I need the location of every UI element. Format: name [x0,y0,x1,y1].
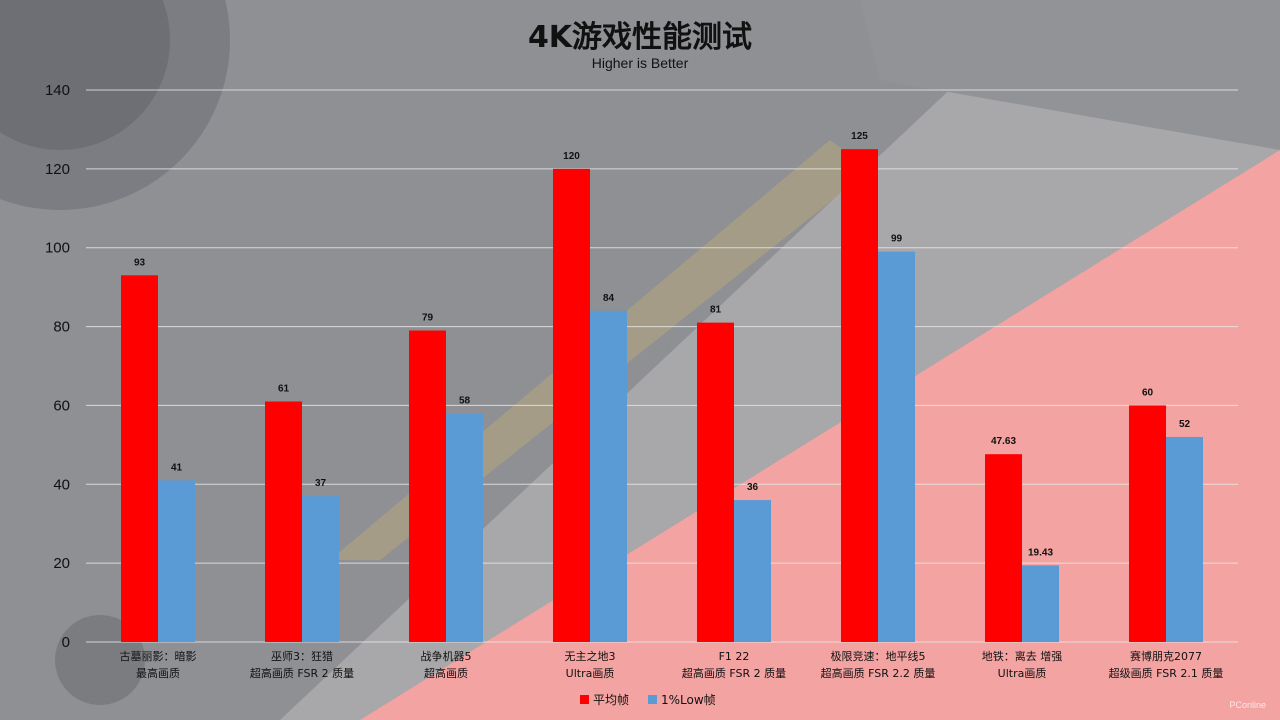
bar-1pct-low [446,413,483,642]
data-label: 120 [563,151,580,162]
chart-subtitle: Higher is Better [591,55,689,71]
chart-title: 4K游戏性能测试 [527,20,753,55]
bar-1pct-low [158,480,195,642]
x-tick-label: 极限竞速：地平线5 [831,649,926,663]
x-tick-label: 超级画质 FSR 2.1 质量 [1109,666,1224,680]
bar-avg [265,401,302,642]
legend-swatch-avg [580,695,589,704]
legend-label: 平均帧 [593,693,629,707]
bar-1pct-low [1166,436,1203,642]
data-label: 84 [603,293,615,304]
x-tick-label: 最高画质 [136,666,180,680]
x-tick-label: 地铁：离去 增强 [982,649,1063,663]
y-tick-label: 100 [45,240,70,257]
data-label: 47.63 [991,436,1016,447]
bar-avg [409,330,446,642]
x-tick-label: Ultra画质 [566,667,615,680]
bar-avg [1129,405,1166,642]
x-tick-label: 古墓丽影：暗影 [120,649,197,663]
bar-1pct-low [590,310,627,642]
y-tick-label: 0 [62,634,70,651]
bar-avg [553,168,590,642]
y-tick-label: 60 [53,397,70,414]
data-label: 19.43 [1028,547,1053,558]
legend-swatch-1pct-low [648,695,657,704]
bar-avg [697,322,734,642]
x-tick-label: 超高画质 FSR 2 质量 [682,666,786,680]
bar-1pct-low [734,500,771,642]
bar-1pct-low [302,496,339,642]
data-label: 36 [747,482,759,493]
x-tick-label: 巫师3：狂猎 [271,649,333,663]
bar-avg [121,275,158,642]
x-tick-label: F1 22 [719,650,750,663]
bar-avg [985,454,1022,642]
watermark: PConline [1229,700,1266,710]
data-label: 125 [851,131,868,142]
bar-avg [841,149,878,642]
x-tick-label: 赛博朋克2077 [1130,649,1202,663]
data-label: 81 [710,305,722,316]
legend-label: 1%Low帧 [661,693,716,707]
y-tick-label: 140 [45,82,70,99]
data-label: 52 [1179,419,1191,430]
data-label: 61 [278,383,290,394]
x-tick-label: 超高画质 FSR 2 质量 [250,666,354,680]
data-label: 58 [459,395,471,406]
y-tick-label: 40 [53,476,70,493]
x-tick-label: 超高画质 FSR 2.2 质量 [821,666,936,680]
data-label: 99 [891,234,903,245]
x-tick-label: 无主之地3 [565,649,616,663]
bar-1pct-low [878,251,915,642]
data-label: 79 [422,313,434,324]
x-tick-label: 战争机器5 [421,649,472,663]
x-tick-label: 超高画质 [424,666,468,680]
data-label: 60 [1142,387,1154,398]
data-label: 41 [171,462,183,473]
data-label: 93 [134,257,146,268]
y-tick-label: 80 [53,319,70,336]
x-tick-label: Ultra画质 [998,667,1047,680]
y-tick-label: 20 [53,555,70,572]
bar-1pct-low [1022,565,1059,642]
y-tick-label: 120 [45,161,70,178]
data-label: 37 [315,478,327,489]
